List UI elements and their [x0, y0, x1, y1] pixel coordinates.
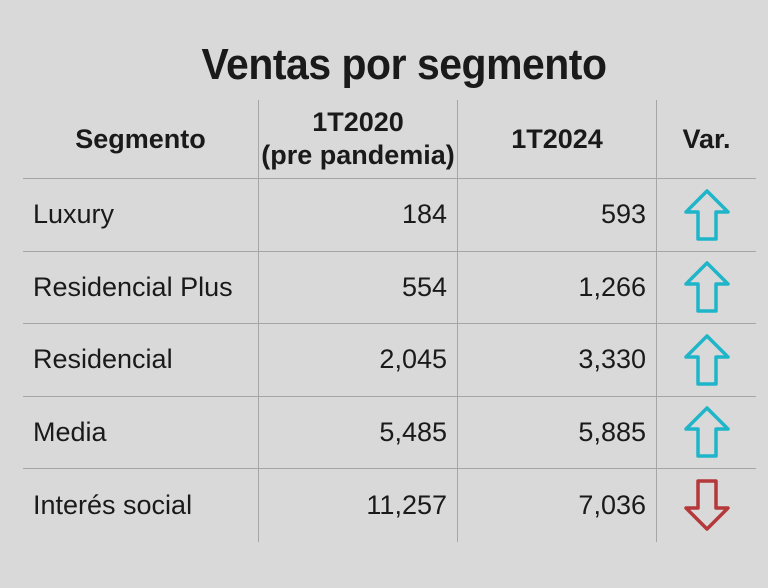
cell-1t2024: 593	[457, 179, 656, 251]
header-1t2020-line1: 1T2020	[312, 107, 404, 137]
cell-segment: Interés social	[33, 489, 193, 520]
table-row: Media 5,485 5,885	[23, 396, 756, 469]
cell-1t2020: 554	[258, 251, 457, 323]
cell-segment: Luxury	[33, 199, 115, 230]
cell-variation	[656, 251, 756, 323]
cell-1t2020: 5,485	[258, 396, 457, 468]
table-header-row: Segmento 1T2020 (pre pandemia) 1T2024 Va…	[23, 100, 756, 179]
table-row: Residencial 2,045 3,330	[23, 324, 756, 397]
cell-variation	[656, 396, 756, 468]
arrow-up-icon	[683, 189, 730, 241]
cell-1t2020: 184	[258, 179, 457, 251]
cell-segment: Media	[33, 416, 107, 447]
sales-table: Segmento 1T2020 (pre pandemia) 1T2024 Va…	[23, 100, 756, 542]
arrow-up-icon	[683, 334, 730, 386]
cell-1t2020: 11,257	[258, 469, 457, 542]
cell-1t2024: 7,036	[457, 469, 656, 542]
cell-1t2024: 3,330	[457, 324, 656, 396]
header-1t2020: 1T2020 (pre pandemia)	[258, 100, 457, 178]
header-segment: Segmento	[75, 123, 206, 154]
header-1t2024: 1T2024	[457, 100, 656, 178]
table-row: Residencial Plus 554 1,266	[23, 251, 756, 324]
arrow-up-icon-shape	[683, 261, 730, 313]
cell-variation	[656, 469, 756, 542]
cell-1t2020: 2,045	[258, 324, 457, 396]
cell-1t2024: 1,266	[457, 251, 656, 323]
cell-variation	[656, 324, 756, 396]
header-1t2020-line2: (pre pandemia)	[261, 140, 455, 170]
table-row: Interés social 11,257 7,036	[23, 469, 756, 542]
chart-title: Ventas por segmento	[201, 40, 607, 89]
arrow-up-icon	[683, 406, 730, 458]
arrow-up-icon-shape	[683, 189, 730, 241]
table-row: Luxury 184 593	[23, 179, 756, 252]
table-body: Luxury 184 593 Residencial Plus 554 1,266 Resi…	[23, 179, 756, 542]
cell-1t2024: 5,885	[457, 396, 656, 468]
arrow-up-icon	[683, 261, 730, 313]
cell-segment: Residencial Plus	[33, 271, 233, 302]
cell-segment: Residencial	[33, 344, 173, 375]
header-variation: Var.	[656, 100, 756, 178]
cell-variation	[656, 179, 756, 251]
arrow-up-icon-shape	[683, 406, 730, 458]
arrow-down-icon	[683, 479, 730, 531]
arrow-up-icon-shape	[683, 334, 730, 386]
arrow-down-icon-shape	[683, 479, 730, 531]
